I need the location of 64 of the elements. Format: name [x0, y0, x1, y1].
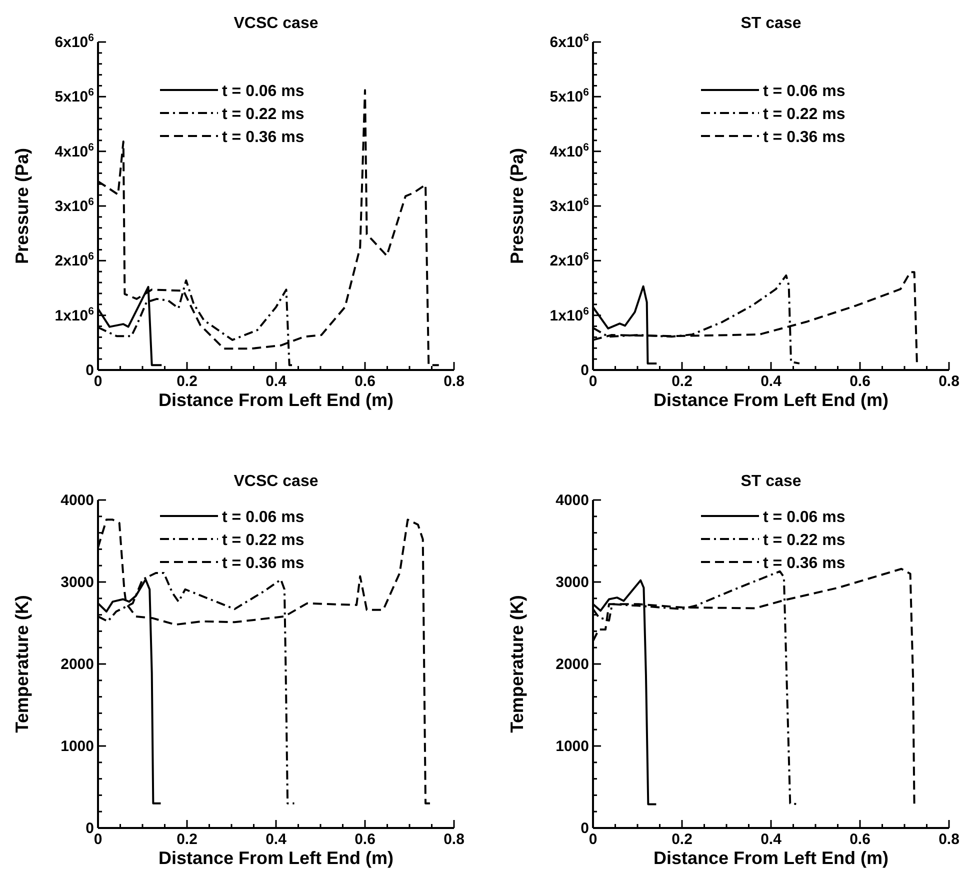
y-tick-label: 0	[580, 362, 589, 379]
y-tick-label: 3000	[556, 574, 589, 591]
x-tick-label: 0.2	[176, 373, 198, 390]
y-tick-label: 4000	[556, 492, 589, 509]
legend-label: t = 0.06 ms	[763, 509, 846, 526]
y-axis-title: Temperature (K)	[12, 595, 32, 733]
y-tick-label: 4x10$^{6}$	[54, 141, 94, 160]
legend-label: t = 0.06 ms	[222, 509, 304, 526]
legend-label: t = 0.36 ms	[222, 555, 304, 572]
x-tick-label: 0.6	[850, 373, 870, 390]
y-tick-label: 1x10$^{6}$	[54, 305, 94, 324]
y-tick-label: 2x10$^{6}$	[54, 250, 94, 270]
x-tick-label: 0.4	[266, 831, 288, 848]
legend-label: t = 0.06 ms	[763, 83, 846, 100]
chart-title: VCSC case	[234, 473, 318, 490]
x-axis-title: Distance From Left End (m)	[653, 390, 889, 410]
y-tick-label: 2000	[556, 656, 589, 673]
legend-label: t = 0.22 ms	[222, 532, 304, 549]
y-tick-label: 0	[86, 362, 94, 379]
x-tick-label: 0.6	[850, 831, 870, 848]
y-tick-label: 6x10$^{6}$	[54, 32, 94, 51]
x-tick-label: 0.8	[444, 373, 464, 390]
x-tick-label: 0.2	[176, 831, 198, 848]
y-tick-label: 4000	[60, 492, 94, 509]
x-axis-title: Distance From Left End (m)	[158, 848, 394, 868]
x-tick-label: 0.4	[266, 373, 288, 390]
y-tick-label: 3x10$^{6}$	[550, 196, 590, 215]
x-tick-label: 0.4	[760, 831, 782, 848]
y-tick-label: 3000	[60, 574, 94, 591]
x-axis-title: Distance From Left End (m)	[158, 390, 394, 410]
y-tick-label: 5x10$^{6}$	[54, 86, 94, 106]
legend-label: t = 0.06 ms	[222, 83, 304, 100]
y-tick-label: 0	[86, 820, 94, 837]
y-tick-label: 1x10$^{6}$	[550, 305, 590, 324]
y-axis-title: Temperature (K)	[507, 595, 527, 733]
legend-label: t = 0.22 ms	[763, 106, 846, 123]
legend-label: t = 0.22 ms	[222, 106, 304, 123]
y-tick-label: 2x10$^{6}$	[550, 250, 590, 270]
chart-title: ST case	[740, 473, 802, 490]
x-tick-label: 0.8	[938, 831, 960, 848]
legend-label: t = 0.36 ms	[222, 129, 304, 146]
x-axis-title: Distance From Left End (m)	[653, 848, 889, 868]
x-tick-label: 0.6	[354, 373, 376, 390]
y-tick-label: 3x10$^{6}$	[54, 196, 94, 215]
y-axis-title: Pressure (Pa)	[12, 148, 32, 264]
y-tick-label: 2000	[60, 656, 94, 673]
y-tick-label: 0	[580, 820, 589, 837]
chart-title: VCSC case	[234, 15, 318, 32]
y-tick-label: 6x10$^{6}$	[550, 32, 590, 51]
x-tick-label: 0.4	[760, 373, 782, 390]
y-tick-label: 1000	[556, 738, 589, 755]
x-tick-label: 0.2	[672, 373, 692, 390]
y-tick-label: 4x10$^{6}$	[550, 141, 590, 160]
x-tick-label: 0.2	[672, 831, 692, 848]
x-tick-label: 0.6	[354, 831, 376, 848]
y-tick-label: 1000	[60, 738, 94, 755]
legend-label: t = 0.36 ms	[763, 129, 846, 146]
legend-label: t = 0.36 ms	[763, 555, 846, 572]
x-tick-label: 0.8	[444, 831, 464, 848]
y-tick-label: 5x10$^{6}$	[550, 86, 590, 106]
legend-label: t = 0.22 ms	[763, 532, 846, 549]
y-axis-title: Pressure (Pa)	[507, 148, 527, 264]
x-tick-label: 0.8	[938, 373, 960, 390]
chart-title: ST case	[740, 15, 802, 32]
